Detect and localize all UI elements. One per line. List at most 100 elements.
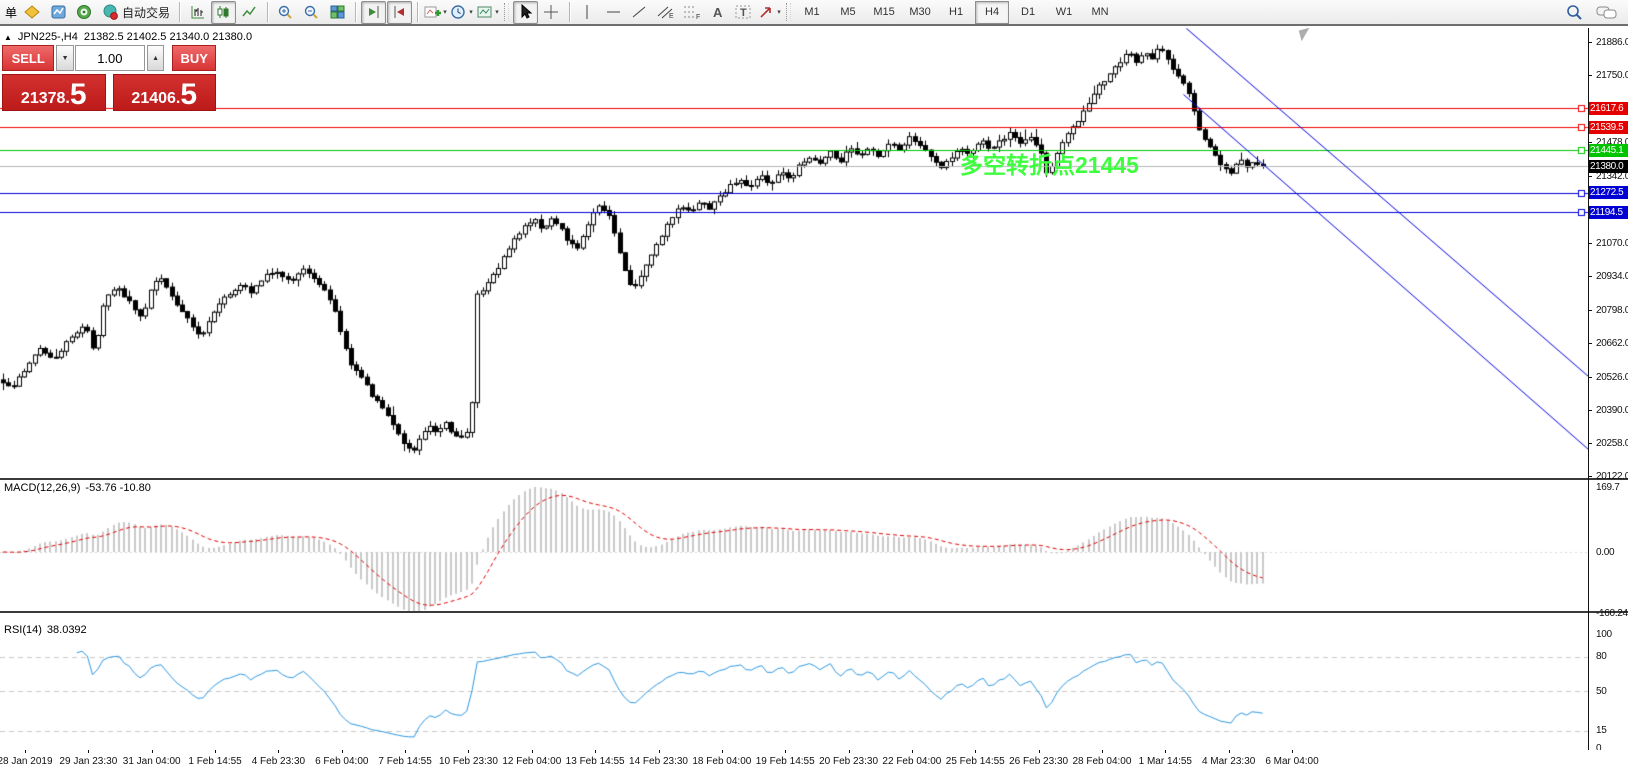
- candlestick-chart-canvas[interactable]: [0, 28, 1588, 478]
- text-label-tool-button[interactable]: T: [731, 1, 756, 24]
- autotrading-label: 自动交易: [122, 5, 171, 20]
- date-label: 10 Feb 23:30: [438, 756, 498, 767]
- price-tick-mark: [1588, 276, 1592, 277]
- chat-icon[interactable]: [1594, 1, 1619, 24]
- date-tick-mark: [532, 750, 533, 753]
- buy-button[interactable]: BUY: [172, 45, 216, 71]
- price-tick-label: 20934.0: [1596, 271, 1628, 283]
- horizontal-line-tool-button[interactable]: [601, 1, 626, 24]
- rsi-axis-label: 15: [1596, 725, 1607, 737]
- panel-splitter[interactable]: [0, 611, 1628, 613]
- date-tick-mark: [88, 750, 89, 753]
- toolbar-grip[interactable]: [786, 3, 792, 21]
- date-tick-mark: [215, 750, 216, 753]
- volume-down-button[interactable]: ▼: [56, 45, 74, 71]
- auto-scroll-button[interactable]: [361, 0, 387, 24]
- fibonacci-tool-button[interactable]: F: [679, 1, 704, 24]
- date-axis[interactable]: 28 Jan 2019 29 Jan 23:30 31 Jan 04:00 1 Feb…: [0, 750, 1628, 775]
- price-tick-mark: [1588, 476, 1592, 477]
- date-tick-mark: [1165, 750, 1166, 753]
- price-tick-label: 21478.0: [1596, 137, 1628, 149]
- cursor-tool-button[interactable]: [513, 0, 539, 24]
- periods-button[interactable]: ▾: [449, 1, 474, 24]
- date-tick-mark: [152, 750, 153, 753]
- date-label: 28 Feb 04:00: [1072, 756, 1132, 767]
- collapse-arrow-icon[interactable]: ▲: [4, 32, 12, 42]
- new-order-button[interactable]: 单: [5, 5, 18, 20]
- tile-windows-button[interactable]: [325, 1, 350, 24]
- date-label: 19 Feb 14:55: [755, 756, 815, 767]
- zoom-in-button[interactable]: [273, 1, 298, 24]
- toolbar-separator: [179, 2, 181, 22]
- chart-annotation-text[interactable]: 多空转折点21445: [960, 152, 1139, 178]
- price-tick-label: 20390.0: [1596, 405, 1628, 417]
- text-tool-button[interactable]: A: [705, 1, 730, 24]
- price-axis[interactable]: 21886.0 21750.0 21478.0 21342.0 21070.0 20934…: [1588, 28, 1628, 775]
- hline-price-label: 21445.1: [1589, 143, 1628, 157]
- timeframe-button-H1[interactable]: H1: [949, 6, 964, 18]
- toolbar-grip[interactable]: [504, 3, 510, 21]
- price-tick-mark: [1588, 310, 1592, 311]
- date-tick-mark: [342, 750, 343, 753]
- price-tick-mark: [1588, 75, 1592, 76]
- navigator-icon[interactable]: [72, 1, 97, 24]
- search-icon[interactable]: [1561, 1, 1586, 24]
- data-window-icon[interactable]: [46, 1, 71, 24]
- svg-text:F: F: [696, 14, 700, 20]
- hline-price-label: 21272.5: [1589, 186, 1628, 200]
- buy-price-display[interactable]: 21406. 5: [112, 74, 216, 111]
- templates-button[interactable]: ▾: [475, 1, 500, 24]
- chart-shift-button[interactable]: [387, 0, 413, 24]
- volume-input[interactable]: [74, 45, 145, 71]
- price-tick-mark: [1588, 243, 1592, 244]
- timeframe-button-W1[interactable]: W1: [1055, 6, 1073, 18]
- hline-price-label: 21194.5: [1589, 205, 1628, 219]
- volume-up-button[interactable]: ▲: [146, 45, 165, 71]
- timeframe-button-D1[interactable]: D1: [1021, 6, 1036, 18]
- chart-ohlc-values: 21382.5 21402.5 21340.0 21380.0: [83, 31, 253, 43]
- date-label: 25 Feb 14:55: [945, 756, 1005, 767]
- date-label: 14 Feb 23:30: [629, 756, 688, 767]
- timeframe-button-M1[interactable]: M1: [804, 6, 820, 18]
- equidistant-channel-tool-button[interactable]: E: [653, 1, 678, 24]
- timeframe-button-M5[interactable]: M5: [840, 6, 856, 18]
- rsi-indicator-canvas[interactable]: [0, 613, 1588, 750]
- sell-price-display[interactable]: 21378. 5: [2, 74, 106, 111]
- autotrading-button[interactable]: 自动交易: [98, 1, 174, 24]
- timeframe-button-M15[interactable]: M15: [873, 6, 895, 18]
- macd-axis-label: -160.24: [1596, 607, 1628, 619]
- macd-label: MACD(12,26,9): [4, 482, 81, 494]
- price-axis-border: [1588, 28, 1589, 750]
- date-label: 13 Feb 14:55: [565, 756, 625, 767]
- sell-button[interactable]: SELL: [2, 45, 55, 71]
- panel-splitter[interactable]: [0, 478, 1628, 480]
- market-watch-icon[interactable]: [20, 1, 45, 24]
- trendline-tool-button[interactable]: [627, 1, 652, 24]
- date-tick-mark: [1229, 750, 1230, 753]
- date-tick-mark: [468, 750, 469, 753]
- buy-price-big-digit: 5: [180, 78, 198, 111]
- date-tick-mark: [975, 750, 976, 753]
- indicators-button[interactable]: ▾: [423, 1, 448, 24]
- timeframe-button-MN[interactable]: MN: [1091, 6, 1109, 18]
- line-chart-button[interactable]: [237, 1, 262, 24]
- candlestick-chart-button[interactable]: [211, 0, 237, 24]
- macd-indicator-canvas[interactable]: [0, 480, 1588, 611]
- rsi-axis-label: 100: [1596, 628, 1612, 640]
- vertical-line-tool-button[interactable]: [575, 1, 600, 24]
- date-label: 6 Feb 04:00: [315, 756, 369, 767]
- date-tick-mark: [785, 750, 786, 753]
- price-tick-label: 21342.0: [1596, 170, 1628, 182]
- timeframe-button-M30[interactable]: M30: [909, 6, 931, 18]
- arrows-tool-button[interactable]: ▾: [757, 1, 782, 24]
- rsi-label: RSI(14): [4, 624, 42, 636]
- bar-chart-button[interactable]: [185, 1, 210, 24]
- zoom-out-button[interactable]: [299, 1, 324, 24]
- timeframe-button-H4[interactable]: H4: [975, 0, 1010, 24]
- buy-price-main: 21406: [131, 90, 176, 107]
- price-tick-label: 20122.0: [1596, 471, 1628, 482]
- date-label: 4 Feb 23:30: [251, 756, 306, 767]
- rsi-axis-label: 80: [1596, 651, 1607, 663]
- date-tick-mark: [722, 750, 723, 753]
- crosshair-tool-button[interactable]: [539, 1, 564, 24]
